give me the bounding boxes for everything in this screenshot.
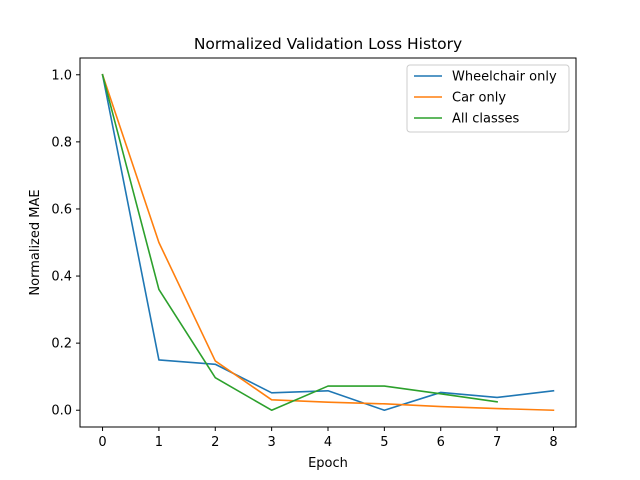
x-tick-label: 6: [437, 435, 445, 450]
x-tick-label: 0: [98, 435, 106, 450]
x-tick-label: 1: [155, 435, 163, 450]
y-tick-label: 0.8: [51, 135, 72, 150]
x-tick-label: 5: [380, 435, 388, 450]
y-axis-ticks: 0.0 0.2 0.4 0.6 0.8 1.0: [51, 68, 80, 419]
y-tick-label: 0.4: [51, 270, 72, 285]
y-tick-label: 0.6: [51, 202, 72, 217]
legend: Wheelchair only Car only All classes: [406, 64, 570, 133]
x-axis-label: Epoch: [308, 456, 348, 471]
x-axis-ticks: 0 1 2 3 4 5 6 7 8: [98, 427, 558, 450]
chart-title: Normalized Validation Loss History: [194, 35, 462, 53]
series-line-wheelchair-only: [101, 73, 555, 412]
x-tick-label: 8: [549, 435, 557, 450]
y-tick-label: 0.2: [51, 337, 72, 352]
x-tick-label: 3: [267, 435, 275, 450]
series-line-all-classes: [101, 73, 498, 412]
legend-label-all-classes: All classes: [452, 112, 520, 127]
plot-lines: [101, 73, 555, 412]
series-line-car-only: [101, 73, 555, 412]
y-tick-label: 1.0: [51, 68, 72, 83]
x-tick-label: 4: [324, 435, 332, 450]
y-axis-label: Normalized MAE: [28, 189, 43, 295]
x-tick-label: 2: [211, 435, 219, 450]
legend-box: [406, 64, 570, 133]
legend-label-wheelchair-only: Wheelchair only: [452, 70, 557, 85]
legend-label-car-only: Car only: [452, 91, 506, 106]
x-tick-label: 7: [493, 435, 501, 450]
y-tick-label: 0.0: [51, 404, 72, 419]
